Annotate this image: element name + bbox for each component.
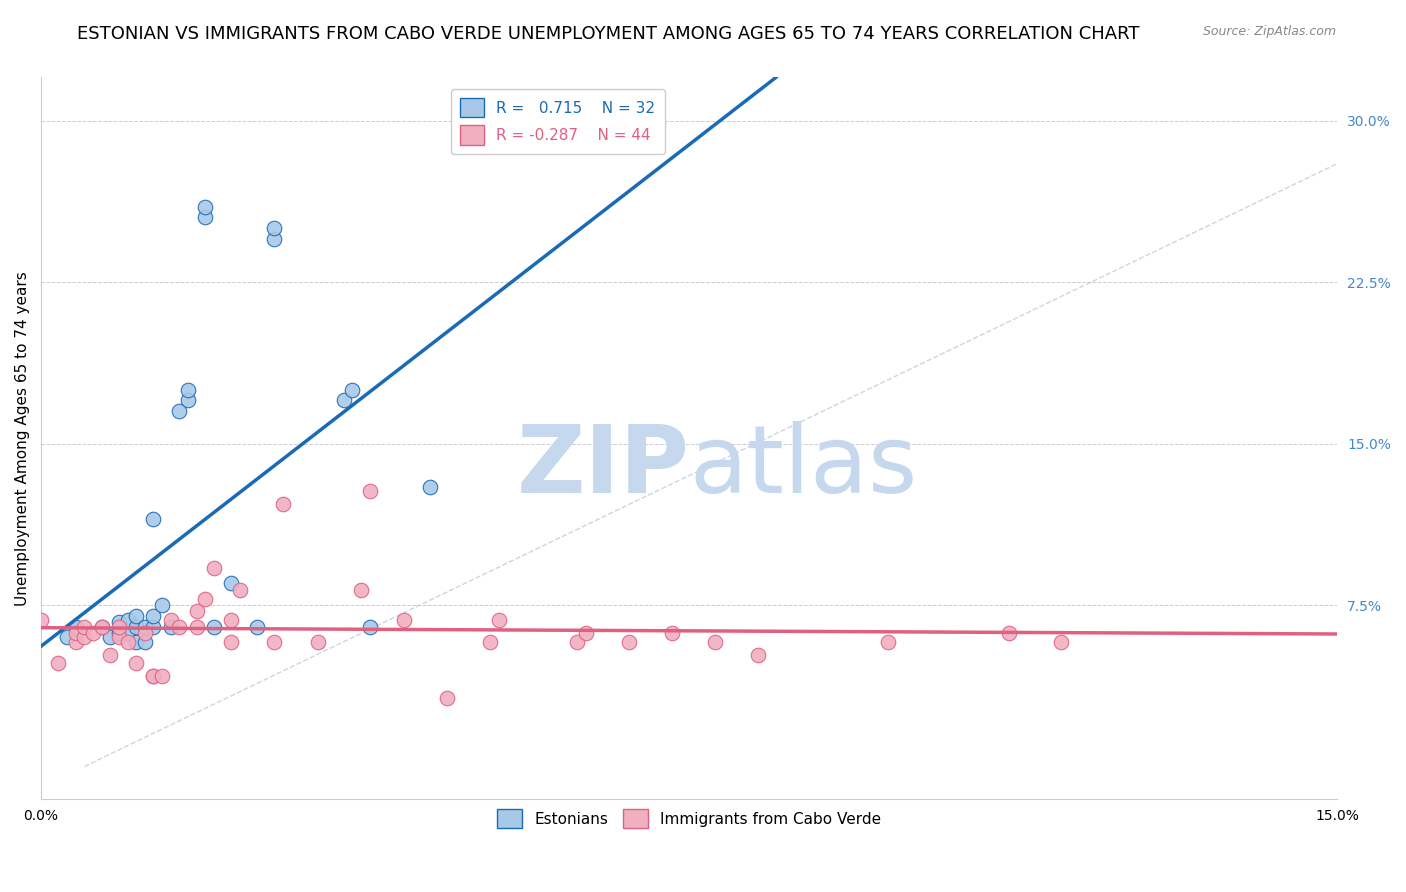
- Point: [704, 634, 727, 648]
- Point: [48, 656, 70, 670]
- Point: [108, 615, 131, 630]
- Point: [150, 669, 173, 683]
- Point: [90, 619, 112, 633]
- Point: [661, 626, 683, 640]
- Point: [90, 619, 112, 633]
- Point: [229, 582, 252, 597]
- Point: [359, 619, 381, 633]
- Point: [219, 576, 242, 591]
- Point: [359, 483, 381, 498]
- Point: [142, 619, 165, 633]
- Point: [169, 619, 191, 633]
- Point: [159, 613, 181, 627]
- Point: [117, 634, 139, 648]
- Point: [56, 630, 79, 644]
- Legend: Estonians, Immigrants from Cabo Verde: Estonians, Immigrants from Cabo Verde: [491, 803, 887, 835]
- Point: [82, 626, 104, 640]
- Point: [877, 634, 900, 648]
- Point: [134, 626, 156, 640]
- Point: [307, 634, 329, 648]
- Point: [169, 404, 191, 418]
- Point: [73, 619, 96, 633]
- Text: Source: ZipAtlas.com: Source: ZipAtlas.com: [1202, 25, 1336, 38]
- Point: [617, 634, 640, 648]
- Point: [202, 561, 225, 575]
- Point: [117, 626, 139, 640]
- Text: ZIP: ZIP: [516, 421, 689, 513]
- Point: [134, 619, 156, 633]
- Point: [271, 497, 294, 511]
- Point: [65, 619, 87, 633]
- Point: [219, 634, 242, 648]
- Text: ESTONIAN VS IMMIGRANTS FROM CABO VERDE UNEMPLOYMENT AMONG AGES 65 TO 74 YEARS CO: ESTONIAN VS IMMIGRANTS FROM CABO VERDE U…: [77, 25, 1140, 43]
- Point: [98, 630, 121, 644]
- Point: [194, 200, 217, 214]
- Point: [108, 630, 131, 644]
- Point: [574, 626, 596, 640]
- Point: [150, 598, 173, 612]
- Point: [125, 656, 148, 670]
- Point: [342, 383, 364, 397]
- Point: [436, 690, 458, 705]
- Point: [186, 619, 208, 633]
- Point: [219, 613, 242, 627]
- Point: [488, 613, 510, 627]
- Point: [142, 512, 165, 526]
- Point: [194, 211, 217, 225]
- Point: [65, 626, 87, 640]
- Point: [30, 613, 52, 627]
- Y-axis label: Unemployment Among Ages 65 to 74 years: Unemployment Among Ages 65 to 74 years: [15, 271, 30, 606]
- Point: [332, 393, 354, 408]
- Point: [98, 648, 121, 662]
- Point: [159, 619, 181, 633]
- Point: [117, 613, 139, 627]
- Point: [202, 619, 225, 633]
- Point: [177, 393, 200, 408]
- Point: [125, 619, 148, 633]
- Point: [419, 479, 441, 493]
- Point: [108, 619, 131, 633]
- Point: [747, 648, 769, 662]
- Point: [998, 626, 1021, 640]
- Point: [142, 669, 165, 683]
- Point: [263, 221, 285, 235]
- Point: [125, 608, 148, 623]
- Point: [142, 608, 165, 623]
- Point: [565, 634, 588, 648]
- Point: [73, 630, 96, 644]
- Point: [263, 232, 285, 246]
- Point: [142, 669, 165, 683]
- Point: [125, 634, 148, 648]
- Point: [263, 634, 285, 648]
- Point: [194, 591, 217, 606]
- Point: [1050, 634, 1073, 648]
- Point: [177, 383, 200, 397]
- Point: [246, 619, 269, 633]
- Point: [392, 613, 415, 627]
- Text: atlas: atlas: [689, 421, 918, 513]
- Point: [479, 634, 502, 648]
- Point: [186, 605, 208, 619]
- Point: [108, 626, 131, 640]
- Point: [350, 582, 373, 597]
- Point: [65, 634, 87, 648]
- Point: [134, 634, 156, 648]
